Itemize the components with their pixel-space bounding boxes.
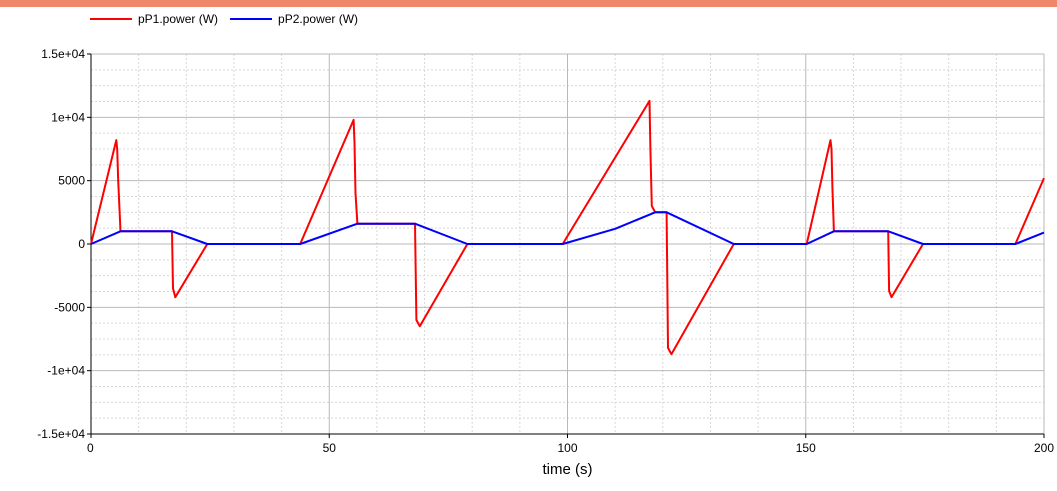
legend-swatch-pP2	[230, 18, 273, 20]
y-tick-label: 1.5e+04	[41, 47, 85, 61]
y-tick-label: 0	[78, 237, 85, 251]
series-line-pP1	[90, 99, 1045, 356]
x-tick-label: 100	[557, 441, 577, 455]
legend-item-pP2[interactable]: pP2.power (W)	[230, 12, 358, 26]
series-line-pP2	[90, 211, 1045, 245]
x-axis-label: time (s)	[543, 461, 593, 478]
legend-swatch-pP1	[90, 18, 132, 20]
legend-label-pP1: pP1.power (W)	[138, 12, 219, 26]
y-tick-label: -1.5e+04	[37, 427, 85, 441]
chart-legend: pP1.power (W) pP2.power (W)	[90, 11, 358, 27]
x-tick-label: 0	[87, 441, 94, 455]
top-accent-bar	[0, 0, 1057, 7]
x-tick-label: 200	[1034, 441, 1054, 455]
y-tick-label: -1e+04	[47, 364, 85, 378]
y-tick-label: -5000	[54, 300, 85, 314]
y-tick-label: 5000	[58, 174, 85, 188]
legend-label-pP2: pP2.power (W)	[278, 12, 359, 26]
x-tick-label: 150	[796, 441, 816, 455]
x-tick-label: 50	[323, 441, 337, 455]
legend-item-pP1[interactable]: pP1.power (W)	[90, 12, 218, 26]
y-tick-label: 1e+04	[51, 110, 85, 124]
